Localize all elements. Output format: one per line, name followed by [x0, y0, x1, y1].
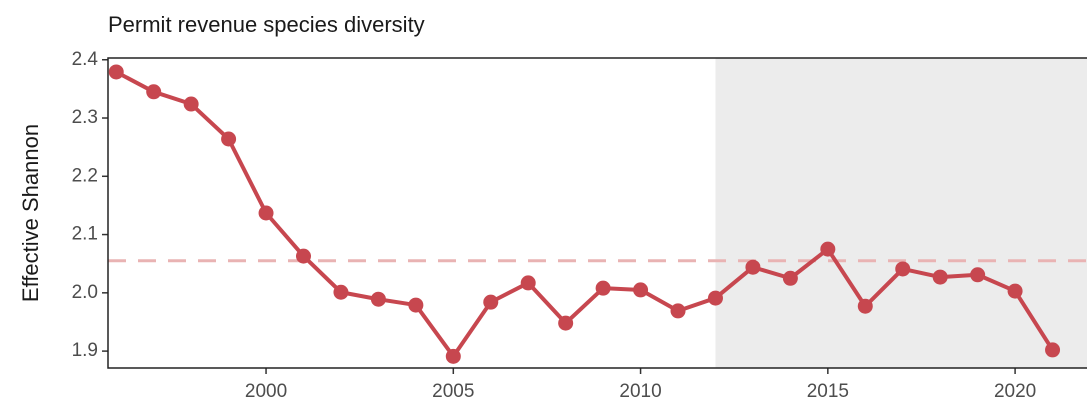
data-point: [895, 261, 911, 277]
data-point: [932, 269, 948, 285]
x-tick-label: 2010: [619, 381, 661, 402]
data-point: [483, 294, 499, 310]
data-point: [370, 291, 386, 307]
y-tick-label: 2.1: [72, 224, 98, 245]
data-point: [1045, 342, 1061, 358]
data-point: [745, 259, 761, 275]
data-point: [820, 241, 836, 257]
x-tick-label: 2020: [994, 381, 1036, 402]
chart-title: Permit revenue species diversity: [108, 12, 425, 37]
data-point: [146, 84, 162, 100]
data-point: [857, 298, 873, 314]
data-point: [333, 284, 349, 300]
data-line: [115, 70, 1055, 359]
data-point: [782, 270, 798, 286]
y-tick-label: 1.9: [72, 340, 98, 361]
data-point: [970, 267, 986, 283]
data-point: [707, 290, 723, 306]
x-tick-label: 2005: [432, 381, 474, 402]
data-point: [221, 131, 237, 147]
shaded-region: [715, 58, 1087, 368]
y-axis-label: Effective Shannon: [18, 124, 43, 302]
data-point: [108, 64, 124, 80]
data-point: [183, 96, 199, 112]
panel-border: [107, 57, 1087, 369]
y-tick-label: 2.4: [72, 49, 99, 70]
data-point: [558, 315, 574, 331]
data-point: [445, 348, 461, 364]
y-tick-label: 2.0: [72, 282, 98, 303]
data-point: [595, 280, 611, 296]
x-tick-label: 2015: [807, 381, 849, 402]
data-point: [258, 205, 274, 221]
data-point: [408, 297, 424, 313]
data-point: [633, 282, 649, 298]
data-point: [296, 248, 312, 264]
data-point: [520, 275, 536, 291]
y-tick-label: 2.2: [72, 165, 98, 186]
x-tick-label: 2000: [245, 381, 287, 402]
y-tick-label: 2.3: [72, 107, 98, 128]
data-point: [1007, 283, 1023, 299]
data-point: [670, 303, 686, 319]
